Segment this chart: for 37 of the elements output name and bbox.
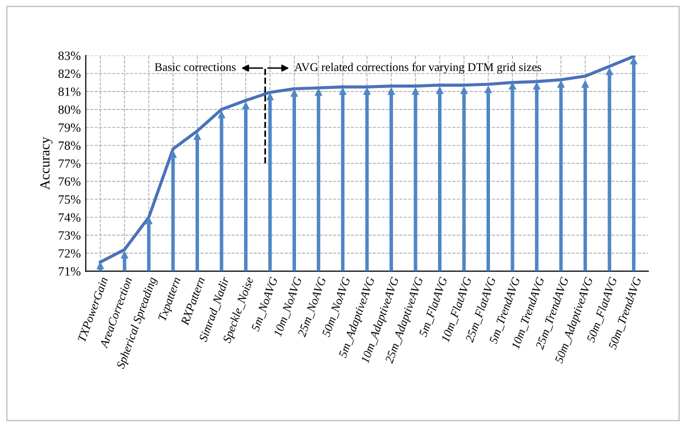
y-tick-label: 74% [58, 213, 80, 222]
point [290, 90, 298, 97]
point [96, 262, 104, 270]
y-tick-label: 76% [58, 177, 80, 186]
annotation: Basic corrections [154, 63, 236, 72]
y-tick-label: 81% [58, 87, 80, 96]
point [582, 80, 589, 88]
y-tick-label: 75% [58, 195, 80, 204]
point [460, 87, 468, 94]
point [509, 82, 516, 90]
point [218, 111, 226, 118]
y-tick-label: 73% [58, 231, 80, 240]
point [194, 132, 201, 140]
y-tick-label: 79% [58, 123, 80, 132]
y-tick-label: 71% [58, 267, 80, 276]
y-tick-label: 80% [58, 105, 80, 114]
point [170, 150, 177, 158]
point [533, 82, 540, 90]
point [388, 88, 395, 95]
point [558, 80, 564, 88]
y-axis-title: Accuracy [40, 136, 52, 190]
point [242, 102, 250, 110]
annotation: AVG related corrections for varying DTM grid sizes [294, 62, 542, 74]
y-tick-label: 83% [58, 52, 80, 60]
point [121, 252, 128, 258]
point [364, 88, 370, 95]
point [484, 86, 492, 94]
point [436, 87, 444, 94]
y-tick-label: 72% [58, 249, 80, 258]
point [339, 88, 346, 95]
y-tick-label: 78% [58, 141, 80, 150]
point [630, 57, 638, 64]
point [412, 88, 419, 95]
point [315, 88, 322, 96]
y-tick-label: 77% [58, 159, 80, 168]
y-tick-label: 82% [58, 70, 80, 78]
point [145, 217, 152, 224]
